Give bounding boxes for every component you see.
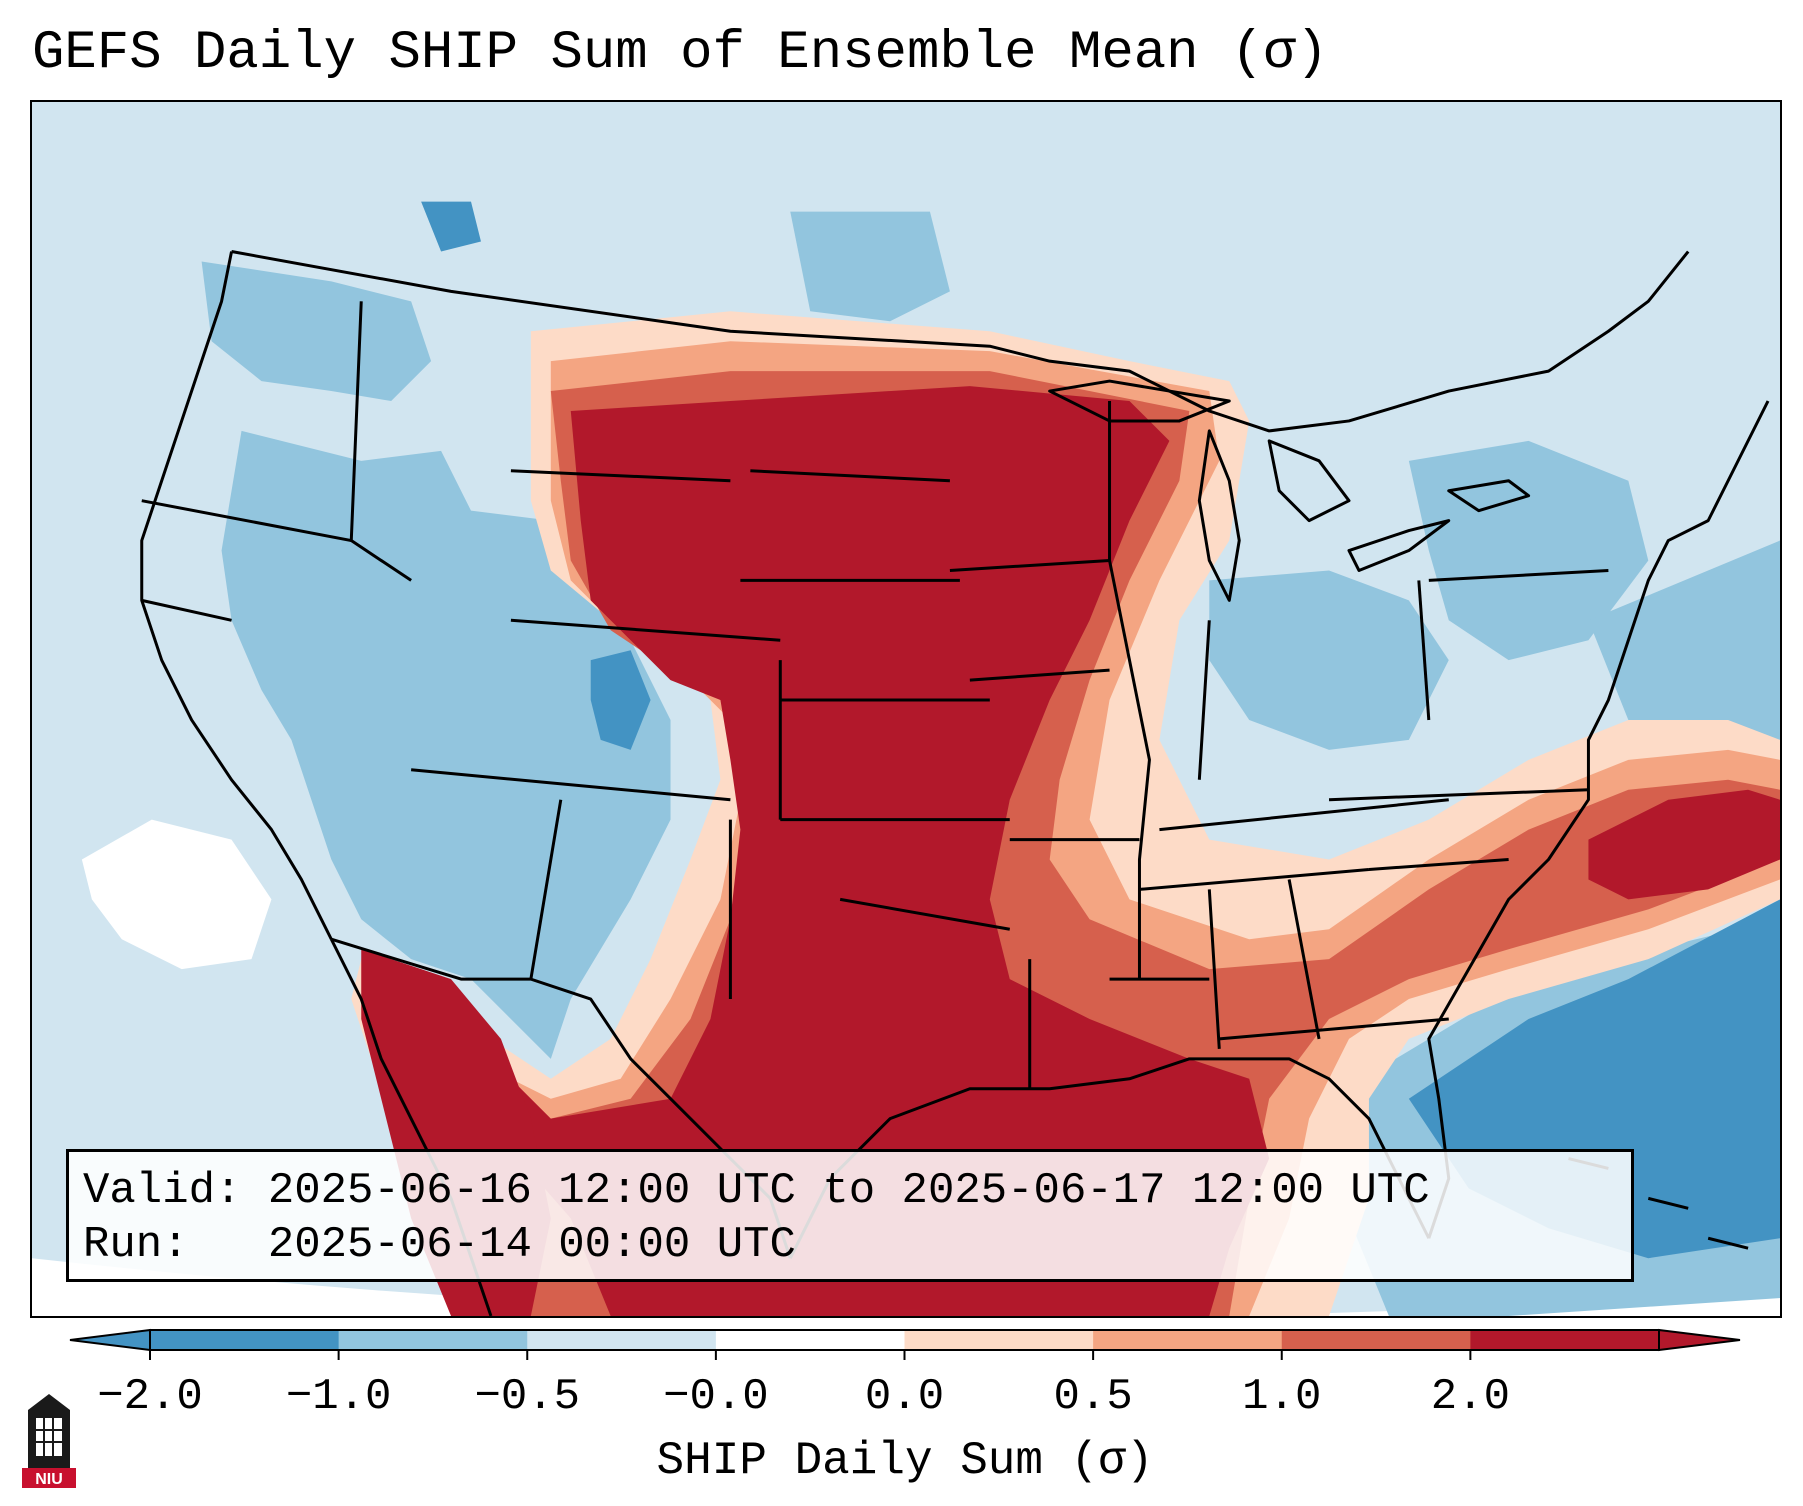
colorbar-ticks: −2.0 −1.0 −0.5 −0.0 0.0 0.5 1.0 2.0 — [97, 1350, 1510, 1422]
weak-neg-west — [221, 430, 671, 1059]
colorbar-tick-label: −2.0 — [97, 1372, 203, 1422]
colorbar-bin — [1281, 1330, 1471, 1350]
colorbar-bin — [1470, 1330, 1660, 1350]
colorbar-tick-label: 0.5 — [1054, 1372, 1133, 1422]
state-line-wy-co — [510, 618, 781, 642]
weak-neg-pnw — [201, 261, 432, 402]
state-line-mississippi — [1108, 401, 1151, 980]
negative-colorado — [590, 650, 651, 750]
colorbar-bin — [715, 1330, 905, 1350]
colorbar-tick-label: −0.0 — [663, 1372, 769, 1422]
pacific-coast — [140, 251, 333, 940]
logo-badge — [22, 1468, 76, 1488]
state-line-mn-ia — [949, 558, 1110, 572]
island-2 — [1647, 1196, 1689, 1210]
state-line-nc-sc — [1368, 858, 1509, 871]
state-line-pa-ny — [1428, 568, 1609, 582]
gulf-coast — [788, 1057, 1431, 1259]
state-line-id — [349, 301, 412, 582]
map-panel — [30, 100, 1782, 1318]
lake-michigan — [1197, 429, 1241, 602]
colorbar-tick-label: 0.0 — [865, 1372, 944, 1422]
near-zero-pacific — [81, 819, 272, 970]
state-line-ia-mo — [969, 668, 1110, 682]
boundaries — [140, 250, 1770, 1316]
colorbar-extend-left — [69, 1328, 151, 1352]
state-line-tn-al — [1139, 867, 1370, 891]
state-line-il-in — [1197, 620, 1211, 780]
colorbar-bin — [1093, 1330, 1283, 1350]
atlantic-coast — [1427, 400, 1770, 1239]
negative-bc — [421, 201, 481, 252]
valid-run-info-box: Valid: 2025-06-16 12:00 UTC to 2025-06-1… — [66, 1149, 1634, 1282]
state-line-ky-tn — [1159, 798, 1449, 832]
state-line-ga-fl — [1219, 1017, 1449, 1041]
state-line-nd-sd — [750, 469, 950, 483]
logo-window-grid-icon — [36, 1418, 62, 1456]
colorbar-bin — [338, 1330, 528, 1350]
logo-text: NIU — [35, 1471, 63, 1488]
colorbar-tick-label: −0.5 — [474, 1372, 580, 1422]
colorbar-bin — [150, 1330, 340, 1350]
weak-neg-northeast — [1408, 440, 1649, 661]
weak-neg-canada — [790, 211, 950, 322]
lake-erie — [1347, 519, 1451, 572]
strong-positive-core — [431, 386, 1270, 1316]
state-line-ut-az — [410, 768, 731, 802]
us-canada-border — [231, 250, 1690, 433]
colorbar-bin — [904, 1330, 1094, 1350]
weak-neg-atlantic — [1588, 540, 1780, 760]
state-line-ok-tx — [839, 897, 1011, 931]
colorbar-bin — [527, 1330, 717, 1350]
state-line-al-ga — [1287, 879, 1321, 1040]
niu-logo: NIU — [22, 1394, 76, 1488]
lake-ontario — [1447, 479, 1531, 513]
weak-neg-ohio — [1209, 570, 1449, 750]
colorbar-bins — [150, 1330, 1660, 1350]
valid-time-line: Valid: 2025-06-16 12:00 UTC to 2025-06-1… — [83, 1166, 1430, 1216]
strong-positive-atlantic — [1588, 789, 1780, 900]
colorbar-tick-label: 2.0 — [1431, 1372, 1510, 1422]
state-line-ms-al — [1207, 889, 1221, 1049]
lake-huron — [1267, 439, 1351, 523]
state-line-wa-or — [141, 499, 352, 543]
state-line-va-nc — [1328, 788, 1589, 802]
island-3 — [1707, 1236, 1749, 1250]
state-line-or-ca — [141, 598, 232, 622]
state-line-mt-wy — [510, 469, 731, 483]
colorbar: −2.0 −1.0 −0.5 −0.0 0.0 0.5 1.0 2.0 SHIP Daily … — [69, 1328, 1741, 1487]
colorbar-tick-label: −1.0 — [286, 1372, 392, 1422]
state-line-oh-pa — [1417, 580, 1431, 721]
ship-map — [32, 102, 1780, 1316]
colorbar-tick-label: 1.0 — [1242, 1372, 1321, 1422]
state-line-az-nm — [529, 799, 563, 980]
run-time-line: Run: 2025-06-14 00:00 UTC — [83, 1220, 796, 1270]
colorbar-label: SHIP Daily Sum (σ) — [657, 1435, 1154, 1487]
colorbar-extend-right — [1658, 1328, 1741, 1352]
page-title: GEFS Daily SHIP Sum of Ensemble Mean (σ) — [32, 23, 1329, 84]
